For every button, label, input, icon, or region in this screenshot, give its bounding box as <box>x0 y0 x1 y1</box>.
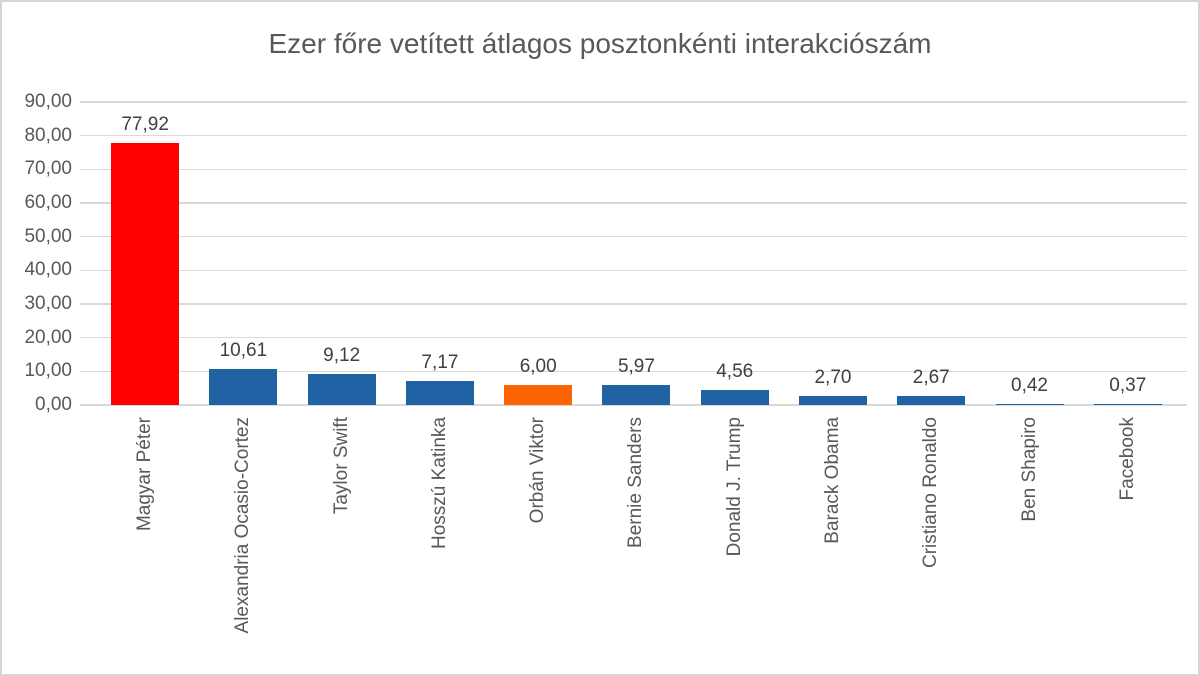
x-tick-label: Alexandria Ocasio-Cortez <box>232 417 254 634</box>
bar-slot: 5,97 <box>587 102 685 405</box>
gridline <box>80 269 1187 272</box>
x-slot: Barack Obama <box>784 417 882 657</box>
y-tick-label: 90,00 <box>24 91 72 112</box>
gridline <box>80 134 1187 137</box>
bar-slot: 2,70 <box>784 102 882 405</box>
x-slot: Cristiano Ronaldo <box>882 417 980 657</box>
gridline <box>80 101 1187 103</box>
plot-area: 77,92 10,61 9,12 7,17 6,00 5,97 4,56 2,70 2,67 0,… <box>80 101 1187 406</box>
y-tick-label: 40,00 <box>24 259 72 281</box>
y-tick-label: 60,00 <box>24 192 72 213</box>
x-tick-label: Ben Shapiro <box>1018 417 1040 522</box>
gridline <box>80 336 1187 339</box>
x-slot: Ben Shapiro <box>980 417 1078 657</box>
value-label: 2,67 <box>912 367 950 389</box>
x-slot: Bernie Sanders <box>587 417 685 657</box>
bar-slot: 77,92 <box>96 102 194 405</box>
value-label: 0,42 <box>1011 374 1049 396</box>
x-slot: Hosszú Katinka <box>391 417 489 657</box>
gridline <box>80 303 1187 305</box>
x-tick-label: Facebook <box>1116 417 1138 501</box>
gridline <box>80 168 1187 171</box>
bar-slot: 0,37 <box>1079 102 1177 405</box>
bar <box>405 380 474 405</box>
bar <box>995 403 1064 405</box>
y-tick-label: 20,00 <box>24 326 72 348</box>
x-tick-label: Magyar Péter <box>134 417 156 532</box>
bar-slot: 9,12 <box>293 102 391 405</box>
bar <box>602 384 671 405</box>
x-tick-label: Bernie Sanders <box>625 417 647 548</box>
bar-slot: 0,42 <box>980 102 1078 405</box>
bar-slot: 7,17 <box>391 102 489 405</box>
bar <box>307 374 376 405</box>
value-label: 77,92 <box>121 113 169 135</box>
bar-slot: 10,61 <box>194 102 292 405</box>
y-tick-label: 80,00 <box>24 124 72 146</box>
gridline <box>80 202 1187 204</box>
y-axis-labels: 0,00 10,00 20,00 30,00 40,00 50,00 60,00 70,00 8… <box>2 91 72 415</box>
x-slot: Donald J. Trump <box>686 417 784 657</box>
x-slot: Orbán Viktor <box>489 417 587 657</box>
value-label: 9,12 <box>323 345 361 367</box>
bar-slot: 4,56 <box>686 102 784 405</box>
y-tick-label: 10,00 <box>24 360 72 382</box>
bar <box>504 384 573 405</box>
y-tick-label: 70,00 <box>24 158 72 180</box>
x-slot: Facebook <box>1079 417 1177 657</box>
x-slot: Taylor Swift <box>293 417 391 657</box>
bar <box>111 142 180 405</box>
value-label: 5,97 <box>617 355 655 377</box>
bar <box>897 396 966 405</box>
x-tick-label: Cristiano Ronaldo <box>920 417 942 569</box>
value-label: 6,00 <box>519 355 557 377</box>
bar-slot: 2,67 <box>882 102 980 405</box>
gridline <box>80 235 1187 238</box>
bar <box>798 395 867 405</box>
bar <box>1093 403 1162 405</box>
bar <box>209 369 278 405</box>
y-tick-label: 0,00 <box>35 394 72 415</box>
x-tick-label: Donald J. Trump <box>723 417 745 557</box>
x-slot: Magyar Péter <box>96 417 194 657</box>
gridline <box>80 404 1187 406</box>
x-tick-label: Taylor Swift <box>330 417 352 515</box>
x-tick-label: Hosszú Katinka <box>428 417 450 550</box>
x-axis-labels: Magyar Péter Alexandria Ocasio-Cortez Tayl… <box>96 417 1177 657</box>
bar-slot: 6,00 <box>489 102 587 405</box>
y-tick-label: 50,00 <box>24 225 72 247</box>
x-slot: Alexandria Ocasio-Cortez <box>194 417 292 657</box>
value-label: 0,37 <box>1109 374 1147 396</box>
chart-title: Ezer főre vetített átlagos posztonkénti … <box>268 28 932 59</box>
bars: 77,92 10,61 9,12 7,17 6,00 5,97 4,56 2,70 2,67 0,… <box>96 102 1177 405</box>
bar <box>700 389 769 405</box>
y-tick-label: 30,00 <box>24 293 72 314</box>
value-label: 7,17 <box>421 351 459 373</box>
value-label: 4,56 <box>716 360 754 382</box>
x-tick-label: Orbán Viktor <box>527 417 549 524</box>
gridline <box>80 370 1187 373</box>
x-tick-label: Barack Obama <box>821 417 843 544</box>
value-label: 2,70 <box>814 366 852 388</box>
value-label: 10,61 <box>219 340 268 362</box>
